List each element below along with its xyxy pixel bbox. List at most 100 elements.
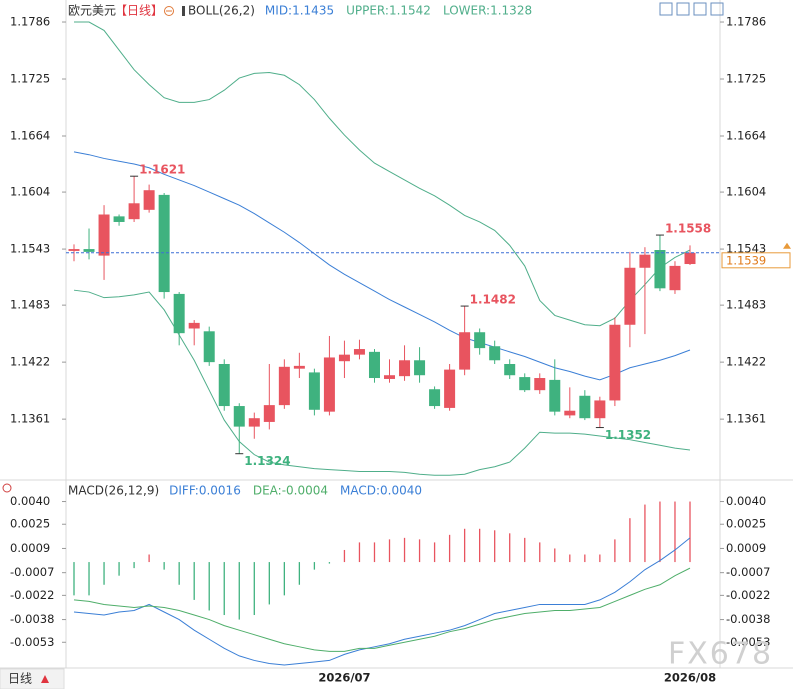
tool-button[interactable] — [659, 2, 673, 16]
candle-body — [579, 395, 591, 419]
extreme-label: 1.1482 — [470, 293, 516, 307]
indicator-icon — [182, 6, 185, 16]
legend-entry: MID:1.1435 — [265, 4, 334, 18]
last-price-box — [721, 252, 791, 269]
tool-button[interactable] — [693, 2, 707, 16]
legend-entry: LOWER:1.1328 — [443, 4, 532, 18]
indicator-line — [74, 21, 691, 327]
candle-body — [534, 378, 546, 391]
candle-body — [594, 400, 606, 419]
y-tick-label-right: 0.0009 — [726, 541, 766, 555]
instrument-title: 欧元美元 — [68, 4, 116, 18]
period-button-label: 日线 — [8, 672, 32, 686]
extreme-label: 1.1558 — [665, 222, 711, 236]
y-tick-label: 1.1543 — [10, 242, 50, 256]
y-tick-label: 0.0009 — [10, 541, 50, 555]
y-tick-label: -0.0007 — [10, 565, 54, 579]
candle-body — [293, 365, 305, 369]
candle-body — [669, 265, 681, 291]
period-label[interactable]: 【日线】 — [115, 4, 163, 18]
y-tick-label-right: -0.0007 — [726, 565, 770, 579]
tool-button[interactable] — [676, 2, 690, 16]
tool-button[interactable] — [710, 2, 724, 16]
indicator-line — [73, 537, 691, 666]
candle-body — [353, 349, 365, 355]
candle-body — [368, 351, 380, 379]
y-tick-label: 1.1422 — [10, 355, 50, 369]
candle-body — [308, 372, 320, 410]
legend-entry: MACD:0.0040 — [340, 484, 422, 498]
y-tick-label-right: 1.1422 — [726, 355, 766, 369]
candle-body — [459, 332, 471, 370]
candle-body — [98, 214, 110, 256]
legend-entry: DIFF:0.0016 — [169, 484, 241, 498]
candle-body — [414, 360, 426, 376]
candle-body — [384, 375, 396, 379]
settings-icon[interactable] — [164, 6, 174, 16]
macd-title: MACD(26,12,9) — [68, 484, 159, 498]
y-tick-label: 0.0040 — [10, 494, 50, 508]
extreme-label: 1.1324 — [244, 454, 290, 468]
period-button[interactable] — [0, 668, 65, 689]
y-tick-label: 1.1786 — [10, 15, 50, 29]
y-tick-label: -0.0022 — [10, 588, 54, 602]
legend-entry: UPPER:1.1542 — [346, 4, 431, 18]
candle-body — [444, 369, 456, 408]
y-tick-label-right: -0.0038 — [726, 612, 770, 626]
y-tick-label: 1.1483 — [10, 298, 50, 312]
y-tick-label: 1.1604 — [10, 185, 50, 199]
candle-body — [173, 293, 185, 334]
candle-body — [218, 364, 230, 407]
y-tick-label: -0.0038 — [10, 612, 54, 626]
candle-body — [519, 377, 531, 391]
candle-body — [474, 332, 486, 349]
y-tick-label-right: 1.1543 — [726, 242, 766, 256]
y-tick-label-right: 1.1725 — [726, 72, 766, 86]
legend-entry: DEA:-0.0004 — [253, 484, 328, 498]
candle-body — [684, 252, 696, 265]
extreme-label: 1.1352 — [605, 428, 651, 442]
x-tick-label: 2026/08 — [664, 671, 716, 685]
candle-body — [248, 418, 260, 427]
candle-body — [549, 379, 561, 412]
candle-body — [68, 249, 80, 251]
candle-body — [233, 406, 245, 427]
candle-body — [128, 203, 140, 220]
candle-body — [654, 250, 666, 289]
y-tick-label-right: 1.1361 — [726, 412, 766, 426]
y-tick-label: -0.0053 — [10, 635, 54, 649]
y-tick-label-right: 1.1483 — [726, 298, 766, 312]
candle-body — [83, 249, 95, 252]
y-tick-label-right: 1.1604 — [726, 185, 766, 199]
candle-body — [399, 360, 411, 377]
y-tick-label-right: 0.0040 — [726, 494, 766, 508]
candle-body — [624, 267, 636, 325]
last-price-label: 1.1539 — [726, 253, 766, 267]
x-tick-label: 2026/07 — [318, 671, 370, 685]
y-tick-label: 1.1725 — [10, 72, 50, 86]
y-tick-label-right: -0.0053 — [726, 635, 770, 649]
toolbar — [659, 2, 724, 16]
y-tick-label-right: 1.1786 — [726, 15, 766, 29]
extreme-label: 1.1621 — [139, 163, 185, 177]
candle-body — [489, 346, 501, 361]
indicator-line — [73, 151, 691, 381]
candle-body — [263, 405, 275, 422]
period-button-arrow — [41, 675, 49, 683]
candle-body — [188, 322, 200, 329]
candle-body — [323, 357, 335, 412]
candle-body — [143, 190, 155, 210]
candle-body — [338, 354, 350, 362]
y-tick-label-right: -0.0022 — [726, 588, 770, 602]
indicator-label: BOLL(26,2) — [188, 4, 255, 18]
candle-body — [504, 364, 516, 376]
candle-body — [429, 389, 441, 407]
y-tick-label: 1.1664 — [10, 129, 50, 143]
candle-body — [639, 254, 651, 268]
watermark: FX678 — [668, 637, 773, 672]
candle-body — [609, 324, 621, 401]
y-tick-label-right: 0.0025 — [726, 517, 766, 531]
macd-settings-icon[interactable] — [2, 483, 12, 493]
